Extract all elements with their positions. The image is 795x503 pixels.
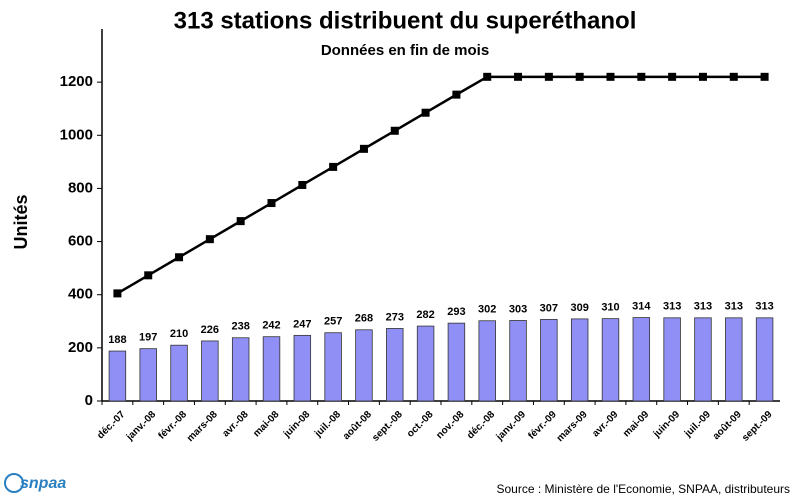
line-marker <box>390 126 399 135</box>
bar <box>108 350 127 402</box>
bar <box>231 337 250 402</box>
line-marker <box>575 72 584 81</box>
bar <box>694 317 712 402</box>
line-marker <box>452 90 461 99</box>
line-marker <box>144 271 153 280</box>
bar <box>663 317 681 402</box>
y-tick-label: 200 <box>68 339 93 356</box>
chart-title: 313 stations distribuent du superéthanol <box>174 7 637 34</box>
y-tick-label: 600 <box>68 233 93 250</box>
bar-value-label: 293 <box>447 306 465 318</box>
bar-value-label: 197 <box>139 332 157 344</box>
bar-value-label: 313 <box>725 301 743 313</box>
bar <box>170 344 188 402</box>
bar-value-label: 273 <box>386 311 404 323</box>
bar <box>755 317 774 402</box>
bar-value-label: 268 <box>355 313 373 325</box>
bar <box>139 348 157 402</box>
bar <box>725 317 743 402</box>
bar-value-label: 226 <box>201 324 219 336</box>
bar-value-label: 247 <box>293 318 311 330</box>
line-marker <box>421 108 430 117</box>
line-marker <box>606 72 615 81</box>
line-marker <box>205 235 214 244</box>
bar-value-label: 314 <box>632 300 651 312</box>
line-marker <box>359 144 368 153</box>
bar-value-label: 188 <box>108 334 126 346</box>
y-tick-label: 1200 <box>60 73 93 90</box>
bar <box>478 320 496 402</box>
y-tick-label: 1000 <box>60 126 93 143</box>
line-marker <box>236 217 245 226</box>
logo: snpaa <box>20 475 66 492</box>
y-axis-label: Unités <box>11 194 31 249</box>
line-marker <box>483 72 492 81</box>
y-tick-label: 400 <box>68 286 93 303</box>
y-tick-label: 800 <box>68 179 93 196</box>
line-marker <box>668 72 677 81</box>
bar <box>632 317 651 402</box>
line-marker <box>544 72 553 81</box>
bar-value-label: 310 <box>601 302 619 314</box>
bar-value-label: 302 <box>478 304 496 316</box>
line-marker <box>637 72 646 81</box>
line-marker <box>329 162 338 171</box>
bar-value-label: 309 <box>571 302 589 314</box>
logo-icon <box>4 473 24 493</box>
bar-value-label: 313 <box>663 301 681 313</box>
line-marker <box>729 72 738 81</box>
bar-value-label: 210 <box>170 328 188 340</box>
bar-value-label: 313 <box>755 301 773 313</box>
y-tick-label: 0 <box>85 392 93 409</box>
bar <box>355 329 373 402</box>
source-note: Source : Ministère de l'Economie, SNPAA,… <box>496 482 790 496</box>
line <box>116 75 765 295</box>
bar-value-label: 307 <box>540 302 558 314</box>
bar <box>262 336 281 402</box>
bar <box>509 320 527 402</box>
bar-value-label: 282 <box>416 309 434 321</box>
bar <box>447 322 466 402</box>
bar <box>324 332 342 402</box>
line-marker <box>113 289 122 298</box>
bar <box>540 319 558 402</box>
line-marker <box>298 180 307 189</box>
line-marker <box>760 72 769 81</box>
line-marker <box>267 199 276 208</box>
bar <box>386 328 404 402</box>
bar-value-label: 303 <box>509 303 527 315</box>
line-marker <box>175 253 184 262</box>
line-marker <box>514 72 523 81</box>
bar <box>570 318 589 402</box>
bar-value-label: 313 <box>694 301 712 313</box>
bar-value-label: 257 <box>324 316 342 328</box>
bar-value-label: 238 <box>232 321 250 333</box>
chart-subtitle: Données en fin de mois <box>321 42 489 59</box>
bar <box>201 340 219 402</box>
bar <box>601 318 620 402</box>
bar-value-label: 242 <box>262 320 280 332</box>
bar <box>416 325 435 402</box>
line-marker <box>698 72 707 81</box>
bar <box>293 334 312 402</box>
